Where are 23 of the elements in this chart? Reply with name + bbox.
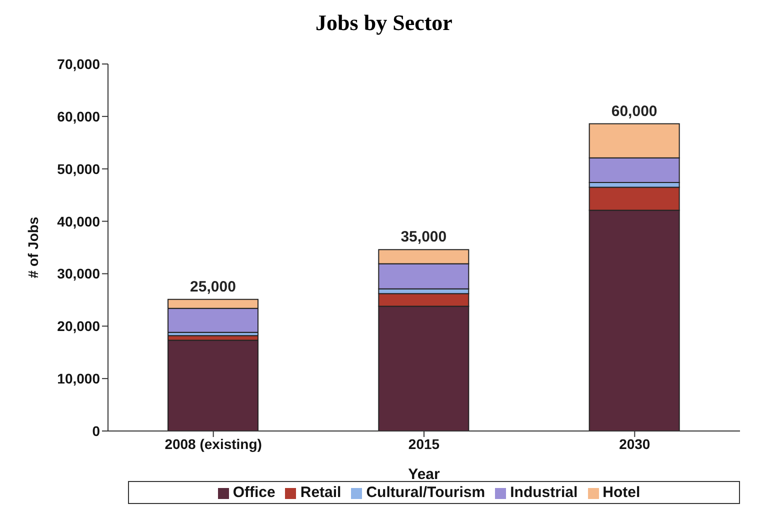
- x-axis-title: Year: [408, 466, 440, 483]
- x-tick-label: 2015: [408, 436, 440, 452]
- legend-label: Industrial: [510, 484, 578, 501]
- annotation: 60,000: [611, 102, 658, 120]
- annotation: 25,000: [190, 278, 236, 296]
- x-tick-label: 2030: [619, 436, 650, 452]
- x-tick-label: 2008 (existing): [164, 436, 262, 452]
- chart-title: Jobs by Sector: [314, 10, 454, 37]
- bar: [168, 340, 258, 431]
- y-axis-title: # of Jobs: [24, 216, 41, 278]
- y-tick-label: 0: [92, 422, 100, 439]
- y-tick-label: 60,000: [57, 108, 100, 124]
- annotation: 35,000: [400, 228, 447, 246]
- y-tick-label: 70,000: [57, 56, 100, 72]
- y-tick-label: 30,000: [57, 266, 100, 282]
- y-tick-label: 20,000: [57, 318, 100, 334]
- legend-label: Office: [232, 484, 276, 501]
- legend-label: Hotel: [602, 484, 640, 501]
- legend-label: Cultural/Tourism: [366, 484, 486, 501]
- legend-label: Retail: [300, 484, 342, 501]
- y-tick-label: 40,000: [57, 213, 100, 230]
- y-tick-label: 10,000: [57, 370, 100, 387]
- y-tick-label: 50,000: [57, 160, 100, 177]
